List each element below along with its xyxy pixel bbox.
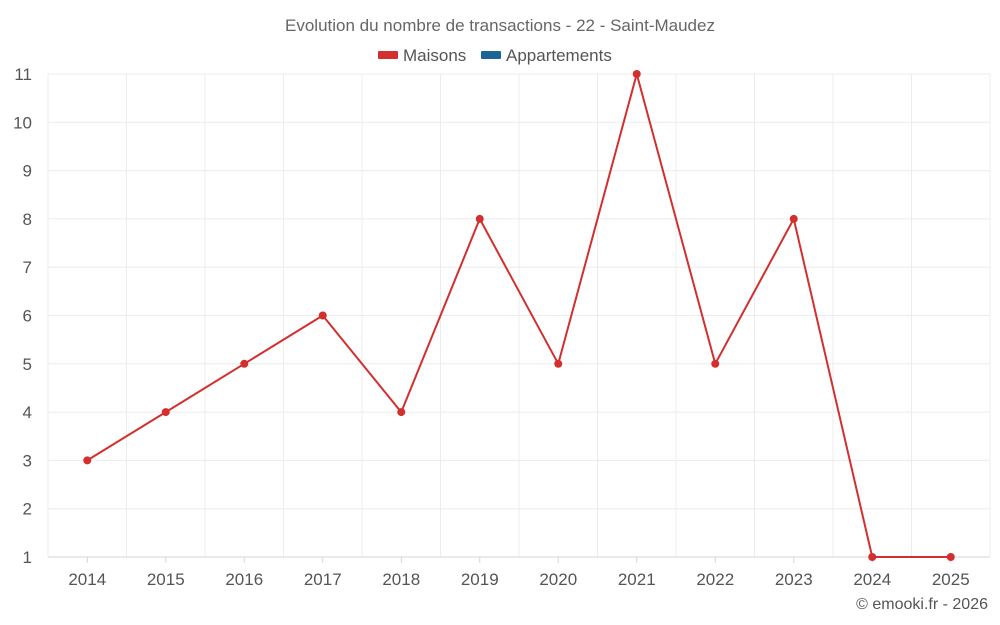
data-point[interactable] — [868, 553, 877, 561]
x-tick-label: 2022 — [696, 570, 734, 589]
legend-item-maisons[interactable]: Maisons — [378, 46, 466, 65]
x-tick-label: 2019 — [461, 570, 499, 589]
x-tick-label: 2017 — [304, 570, 342, 589]
x-tick-label: 2023 — [775, 570, 813, 589]
x-tick-label: 2016 — [225, 570, 263, 589]
y-tick-label: 8 — [23, 210, 32, 229]
gridlines — [47, 73, 991, 557]
data-point[interactable] — [789, 214, 798, 223]
y-tick-label: 7 — [23, 258, 32, 277]
chart-title: Evolution du nombre de transactions - 22… — [285, 16, 715, 35]
legend-item-appartements[interactable]: Appartements — [481, 46, 612, 65]
x-tick-label: 2024 — [853, 570, 891, 589]
x-tick-label: 2025 — [932, 570, 970, 589]
data-point[interactable] — [475, 214, 484, 223]
x-tick-label: 2018 — [382, 570, 420, 589]
data-point[interactable] — [397, 408, 406, 417]
x-tick-label: 2014 — [68, 570, 106, 589]
legend-swatch-maisons — [378, 51, 398, 59]
data-point[interactable] — [318, 311, 327, 320]
legend-label-appartements: Appartements — [506, 46, 612, 65]
y-tick-label: 5 — [23, 355, 32, 374]
legend-swatch-appartements — [481, 51, 501, 59]
y-tick-label: 2 — [23, 500, 32, 519]
axes: 1 2 3 4 5 6 7 8 9 10 11 2014 2015 2016 2017 2018 2019 202… — [13, 65, 990, 589]
y-tick-label: 9 — [23, 162, 32, 181]
y-tick-label: 4 — [23, 403, 32, 422]
data-point[interactable] — [161, 408, 170, 417]
x-tick-label: 2020 — [539, 570, 577, 589]
y-tick-label: 10 — [13, 113, 32, 132]
y-tick-label: 1 — [23, 548, 32, 567]
x-tick-label: 2021 — [618, 570, 656, 589]
data-point[interactable] — [83, 456, 92, 465]
y-tick-label: 3 — [23, 451, 32, 470]
legend-label-maisons: Maisons — [403, 46, 466, 65]
series-line-maisons — [86, 73, 951, 558]
data-point[interactable] — [632, 70, 641, 78]
data-point[interactable] — [240, 359, 249, 368]
y-tick-label: 11 — [14, 65, 32, 84]
series-maisons — [83, 70, 955, 561]
data-point[interactable] — [554, 359, 563, 368]
data-point[interactable] — [946, 553, 955, 561]
x-tick-label: 2015 — [147, 570, 185, 589]
legend: Maisons Appartements — [378, 46, 612, 65]
y-tick-label: 6 — [23, 307, 32, 326]
credit-text: © emooki.fr - 2026 — [856, 596, 988, 613]
data-point[interactable] — [711, 359, 720, 368]
